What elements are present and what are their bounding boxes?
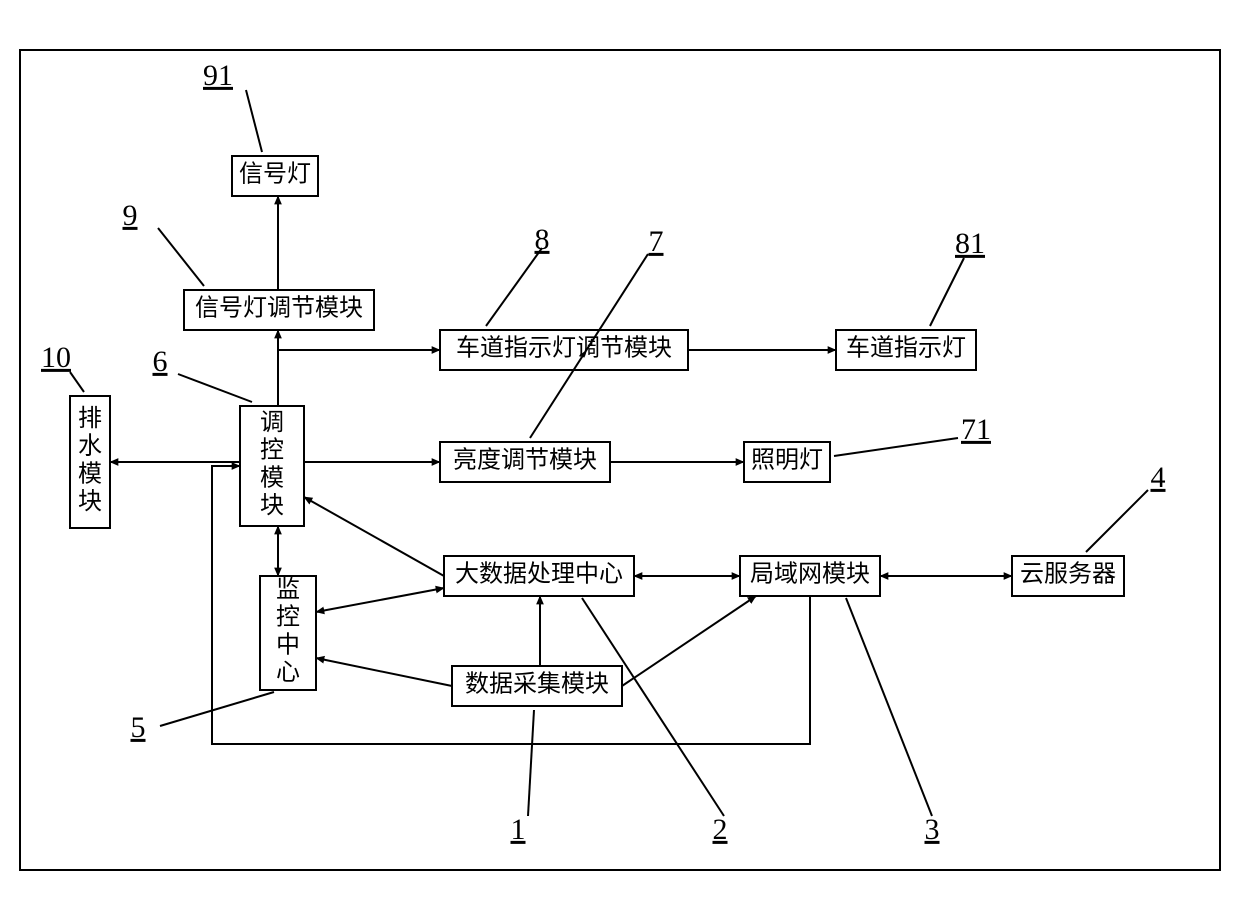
node-n2: 大数据处理中心 xyxy=(444,556,634,596)
callout-91: 91 xyxy=(203,59,262,152)
callout-5-label: 5 xyxy=(131,711,146,744)
diagram-canvas: 信号灯信号灯调节模块车道指示灯调节模块车道指示灯排水模块调控模块亮度调节模块照明… xyxy=(0,0,1240,903)
node-n71: 照明灯 xyxy=(744,442,830,482)
node-n10-label: 水 xyxy=(78,433,102,460)
callout-3-label: 3 xyxy=(925,813,940,846)
node-n5: 监控中心 xyxy=(260,576,316,690)
callout-71: 71 xyxy=(834,413,991,456)
node-n5-label: 中 xyxy=(276,631,300,658)
callout-8: 8 xyxy=(486,223,550,326)
node-n5-label: 心 xyxy=(276,660,300,686)
node-n5-label: 控 xyxy=(276,604,300,631)
edge-n2-n5 xyxy=(316,588,444,612)
callout-6: 6 xyxy=(153,345,253,402)
node-n1: 数据采集模块 xyxy=(452,666,622,706)
node-n10: 排水模块 xyxy=(70,396,110,528)
callout-9: 9 xyxy=(123,199,205,286)
node-n6-label: 控 xyxy=(260,437,284,464)
node-n3: 局域网模块 xyxy=(740,556,880,596)
callout-2: 2 xyxy=(582,598,728,846)
callout-91-label: 91 xyxy=(203,59,233,92)
node-n10-label: 块 xyxy=(78,488,102,515)
callout-9-label: 9 xyxy=(123,199,138,232)
node-n6: 调控模块 xyxy=(240,406,304,526)
node-n9-label: 信号灯调节模块 xyxy=(195,295,363,322)
node-n7: 亮度调节模块 xyxy=(440,442,610,482)
node-n6-label: 块 xyxy=(260,492,284,519)
callout-6-label: 6 xyxy=(153,345,168,378)
node-n1-label: 数据采集模块 xyxy=(465,671,609,698)
node-n6-label: 调 xyxy=(260,409,284,436)
node-n5-label: 监 xyxy=(276,576,300,603)
callout-81: 81 xyxy=(930,227,985,326)
node-n4: 云服务器 xyxy=(1012,556,1124,596)
node-n8: 车道指示灯调节模块 xyxy=(440,330,688,370)
node-n6-label: 模 xyxy=(260,464,284,491)
callout-10-label: 10 xyxy=(41,341,71,374)
callout-10: 10 xyxy=(41,341,84,392)
callout-81-label: 81 xyxy=(955,227,985,260)
node-n4-label: 云服务器 xyxy=(1020,561,1116,588)
node-n91: 信号灯 xyxy=(232,156,318,196)
node-n3-label: 局域网模块 xyxy=(750,561,870,588)
callout-8-label: 8 xyxy=(535,223,550,256)
callout-1: 1 xyxy=(511,710,535,846)
node-n2-label: 大数据处理中心 xyxy=(455,561,623,588)
node-n71-label: 照明灯 xyxy=(751,447,823,474)
node-n7-label: 亮度调节模块 xyxy=(453,447,597,474)
outer-frame xyxy=(20,50,1220,870)
node-n81-label: 车道指示灯 xyxy=(846,335,966,362)
callout-71-label: 71 xyxy=(961,413,991,446)
callout-4: 4 xyxy=(1086,461,1166,552)
node-n81: 车道指示灯 xyxy=(836,330,976,370)
callout-1-label: 1 xyxy=(511,813,526,846)
callout-5: 5 xyxy=(131,692,275,744)
node-n10-label: 排 xyxy=(78,405,102,432)
node-n10-label: 模 xyxy=(78,460,102,487)
node-n8-label: 车道指示灯调节模块 xyxy=(456,335,672,362)
edge-n6-n8 xyxy=(278,350,440,406)
callout-4-label: 4 xyxy=(1151,461,1166,494)
callout-7-label: 7 xyxy=(649,225,664,258)
node-n91-label: 信号灯 xyxy=(239,161,311,188)
node-n9: 信号灯调节模块 xyxy=(184,290,374,330)
callout-2-label: 2 xyxy=(713,813,728,846)
callout-3: 3 xyxy=(846,598,940,846)
edge-n2-n6 xyxy=(304,497,444,576)
edge-n1-n3 xyxy=(622,596,756,686)
edge-n1-n5 xyxy=(316,658,452,686)
